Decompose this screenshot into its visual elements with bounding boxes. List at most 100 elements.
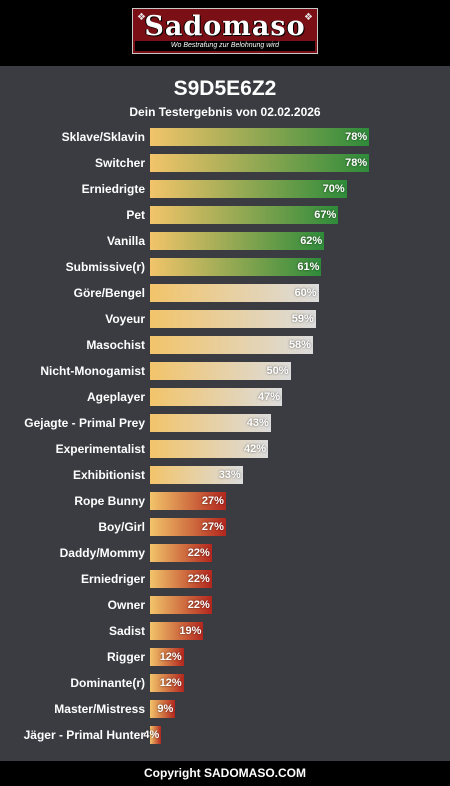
category-label: Pet [126, 208, 145, 222]
chart-row: Gejagte - Primal Prey 43% [0, 414, 450, 432]
logo[interactable]: ❖ ❖ Sadomaso Wo Bestrafung zur Belohnung… [132, 8, 318, 54]
result-bar: 67% [150, 206, 339, 224]
category-label: Boy/Girl [98, 520, 145, 534]
value-label: 22% [187, 547, 210, 559]
category-label: Voyeur [105, 312, 145, 326]
category-label: Sklave/Sklavin [61, 130, 145, 144]
footer-copyright[interactable]: Copyright SADOMASO.COM [0, 761, 450, 786]
category-label: Exhibitionist [73, 468, 145, 482]
result-bar: 60% [150, 284, 319, 302]
category-label: Erniedriger [80, 572, 145, 586]
chart-row: Rigger 12% [0, 648, 450, 666]
value-label: 22% [187, 573, 210, 585]
value-label: 58% [288, 339, 311, 351]
chart-row: Sklave/Sklavin 78% [0, 128, 450, 146]
chart-row: Experimentalist 42% [0, 440, 450, 458]
result-bar: 9% [150, 700, 176, 718]
chart-row: Exhibitionist 33% [0, 466, 450, 484]
category-label: Jäger - Primal Hunter [23, 728, 145, 742]
chart-row: Master/Mistress 9% [0, 700, 450, 718]
category-label: Göre/Bengel [73, 286, 145, 300]
chart-row: Ageplayer 47% [0, 388, 450, 406]
category-label: Daddy/Mommy [59, 546, 145, 560]
result-bar: 12% [150, 648, 184, 666]
chart-row: Rope Bunny 27% [0, 492, 450, 510]
value-label: 50% [266, 365, 289, 377]
value-label: 42% [243, 443, 267, 455]
ornament-icon: ❖ [304, 12, 313, 23]
category-label: Sadist [108, 624, 145, 638]
chart-row: Masochist 58% [0, 336, 450, 354]
value-label: 61% [297, 261, 320, 273]
result-bar: 27% [150, 492, 226, 510]
category-label: Owner [107, 598, 145, 612]
value-label: 59% [291, 313, 314, 325]
category-label: Submissive(r) [65, 260, 145, 274]
chart-row: Göre/Bengel 60% [0, 284, 450, 302]
category-label: Rope Bunny [74, 494, 145, 508]
category-label: Masochist [86, 338, 145, 352]
category-label: Experimentalist [55, 442, 145, 456]
category-label: Gejagte - Primal Prey [24, 416, 145, 430]
result-bar: 22% [150, 544, 212, 562]
result-bar: 42% [150, 440, 269, 458]
value-label: 12% [159, 677, 182, 689]
result-bar: 27% [150, 518, 226, 536]
result-bar: 61% [150, 258, 322, 276]
result-bar: 22% [150, 596, 212, 614]
value-label: 60% [294, 287, 317, 299]
chart-row: Pet 67% [0, 206, 450, 224]
chart-row: Sadist 19% [0, 622, 450, 640]
category-label: Rigger [106, 650, 145, 664]
header: ❖ ❖ Sadomaso Wo Bestrafung zur Belohnung… [0, 0, 450, 66]
result-bar: 78% [150, 128, 370, 146]
value-label: 62% [300, 235, 323, 247]
value-label: 19% [179, 625, 202, 637]
chart-row: Dominante(r) 12% [0, 674, 450, 692]
chart-row: Jäger - Primal Hunter 4% [0, 726, 450, 744]
logo-tagline: Wo Bestrafung zur Belohnung wird [135, 41, 315, 51]
chart-row: Vanilla 62% [0, 232, 450, 250]
result-bar: 62% [150, 232, 325, 250]
results-chart: Sklave/Sklavin 78% Switcher 78% Erniedrigte 7… [0, 125, 450, 751]
value-label: 78% [345, 157, 368, 169]
value-label: 9% [157, 703, 174, 715]
category-label: Nicht-Monogamist [40, 364, 145, 378]
chart-row: Owner 22% [0, 596, 450, 614]
category-label: Ageplayer [86, 390, 145, 404]
value-label: 12% [159, 651, 182, 663]
chart-row: Daddy/Mommy 22% [0, 544, 450, 562]
value-label: 4% [143, 729, 160, 741]
result-bar: 43% [150, 414, 271, 432]
result-bar: 47% [150, 388, 283, 406]
result-bar: 59% [150, 310, 316, 328]
chart-row: Switcher 78% [0, 154, 450, 172]
value-label: 33% [218, 469, 241, 481]
category-label: Dominante(r) [70, 676, 145, 690]
result-subtitle: Dein Testergebnis von 02.02.2026 [129, 105, 321, 119]
chart-row: Boy/Girl 27% [0, 518, 450, 536]
result-bar: 12% [150, 674, 184, 692]
logo-text: Sadomaso [144, 11, 306, 42]
value-label: 27% [201, 495, 224, 507]
value-label: 22% [187, 599, 210, 611]
value-label: 78% [345, 131, 368, 143]
ornament-icon: ❖ [137, 12, 146, 23]
category-label: Switcher [94, 156, 145, 170]
value-label: 47% [258, 391, 281, 403]
chart-row: Voyeur 59% [0, 310, 450, 328]
result-bar: 70% [150, 180, 347, 198]
result-bar: 19% [150, 622, 204, 640]
value-label: 43% [246, 417, 269, 429]
result-bar: 22% [150, 570, 212, 588]
category-label: Vanilla [106, 234, 145, 248]
value-label: 27% [201, 521, 224, 533]
result-bar: 58% [150, 336, 313, 354]
category-label: Master/Mistress [54, 702, 145, 716]
chart-row: Submissive(r) 61% [0, 258, 450, 276]
result-bar: 4% [143, 726, 162, 744]
chart-row: Erniedrigte 70% [0, 180, 450, 198]
category-label: Erniedrigte [81, 182, 145, 196]
chart-row: Nicht-Monogamist 50% [0, 362, 450, 380]
value-label: 67% [314, 209, 337, 221]
